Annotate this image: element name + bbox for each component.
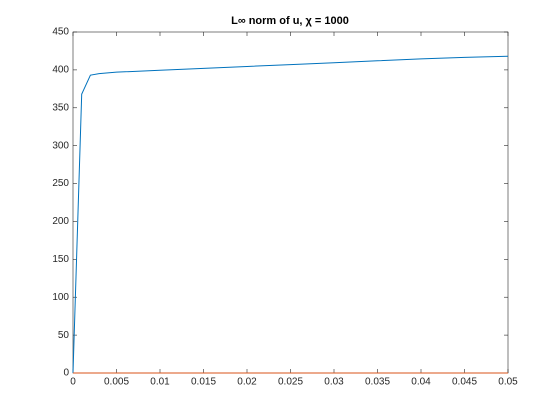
line-series bbox=[72, 55, 509, 374]
x-tick-label: 0.03 bbox=[324, 377, 344, 388]
y-tick-label: 50 bbox=[58, 330, 70, 341]
y-tick-label: 0 bbox=[63, 368, 69, 379]
y-tick-label: 150 bbox=[52, 254, 69, 265]
plot-area bbox=[72, 31, 509, 374]
y-tick-label: 350 bbox=[52, 102, 69, 113]
y-tick-label: 200 bbox=[52, 216, 69, 227]
x-tick-label: 0.05 bbox=[498, 377, 518, 388]
y-tick-label: 100 bbox=[52, 292, 69, 303]
x-tick-label: 0.02 bbox=[237, 377, 257, 388]
x-tick-label: 0.035 bbox=[365, 377, 390, 388]
y-tick-label: 400 bbox=[52, 65, 69, 76]
y-tick-label: 250 bbox=[52, 178, 69, 189]
x-tick-label: 0.005 bbox=[104, 377, 129, 388]
x-tick-label: 0.045 bbox=[452, 377, 477, 388]
x-tick-label: 0.04 bbox=[411, 377, 431, 388]
x-tick-label: 0.025 bbox=[278, 377, 303, 388]
x-tick-label: 0.01 bbox=[150, 377, 170, 388]
y-tick-label: 450 bbox=[52, 27, 69, 38]
chart-title: L∞ norm of u, χ = 1000 bbox=[231, 15, 349, 27]
x-tick-label: 0 bbox=[70, 377, 76, 388]
x-tick-label: 0.015 bbox=[191, 377, 216, 388]
y-tick-label: 300 bbox=[52, 140, 69, 151]
